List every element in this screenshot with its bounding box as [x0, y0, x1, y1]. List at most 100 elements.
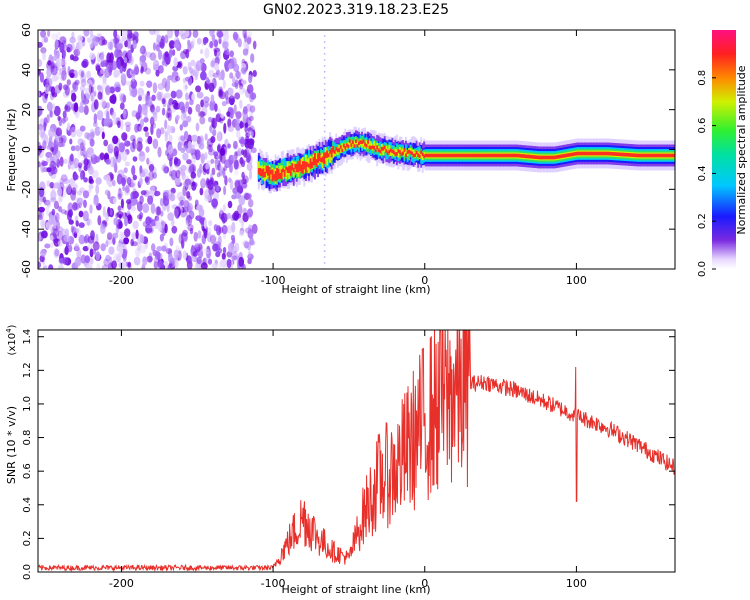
heatmap-cell	[246, 31, 253, 38]
heatmap-cell	[92, 83, 96, 93]
heatmap-cell	[227, 143, 231, 149]
heatmap-cell	[76, 190, 83, 196]
heatmap-cell	[68, 209, 73, 218]
heatmap-cell	[92, 90, 97, 97]
heatmap-cell	[83, 158, 89, 166]
heatmap-cell	[517, 153, 520, 158]
heatmap-cell	[43, 121, 47, 132]
heatmap-cell	[72, 82, 77, 90]
heatmap-cell	[532, 155, 535, 159]
heatmap-cell	[509, 153, 512, 158]
heatmap-cell	[544, 155, 547, 160]
heatmap-cell	[199, 111, 206, 117]
heatmap-cell	[148, 164, 155, 172]
heatmap-cell	[209, 30, 215, 37]
heatmap-cell	[323, 124, 326, 127]
heatmap-cell	[546, 155, 548, 160]
heatmap-cell	[55, 150, 61, 159]
heatmap-cell	[144, 176, 149, 183]
heatmap-cell	[70, 126, 77, 138]
heatmap-cell	[608, 151, 611, 156]
heatmap-cell	[42, 265, 48, 269]
heatmap-cell	[212, 72, 220, 78]
heatmap-cell	[652, 153, 655, 158]
heatmap-cell	[234, 169, 239, 176]
heatmap-cell	[323, 250, 326, 252]
heatmap-cell	[658, 153, 661, 158]
heatmap-cell	[231, 221, 236, 233]
heatmap-cell	[323, 238, 326, 241]
heatmap-cell	[571, 152, 574, 157]
heatmap-cell	[458, 153, 460, 158]
heatmap-cell	[199, 116, 206, 125]
heatmap-cell	[88, 175, 93, 184]
heatmap-cell	[667, 153, 670, 158]
heatmap-cell	[160, 210, 164, 217]
heatmap-cell	[167, 30, 174, 39]
heatmap-cell	[386, 151, 389, 155]
heatmap-cell	[502, 153, 504, 158]
heatmap-cell	[286, 167, 289, 173]
heatmap-cell	[86, 152, 92, 158]
heatmap-cell	[411, 151, 413, 156]
heatmap-cell	[69, 154, 74, 166]
heatmap-cell	[243, 32, 248, 43]
heatmap-cell	[201, 105, 208, 117]
heatmap-cell	[106, 111, 110, 122]
heatmap-cell	[276, 167, 278, 181]
heatmap-cell	[79, 39, 83, 50]
heatmap-cell	[397, 151, 400, 158]
heatmap-cell	[195, 204, 203, 211]
heatmap-cell	[112, 159, 118, 169]
heatmap-cell	[111, 93, 117, 105]
heatmap-cell	[146, 80, 153, 88]
heatmap-cell	[71, 92, 77, 102]
heatmap-cell	[113, 145, 119, 157]
heatmap-cell	[196, 37, 202, 45]
heatmap-cell	[382, 149, 385, 156]
heatmap-cell	[132, 220, 139, 230]
heatmap-cell	[672, 153, 674, 158]
heatmap-cell	[192, 30, 199, 38]
heatmap-cell	[74, 47, 78, 58]
heatmap-cell	[549, 155, 551, 160]
heatmap-cell	[624, 152, 627, 157]
heatmap-cell	[186, 191, 191, 199]
heatmap-cell	[174, 176, 181, 186]
heatmap-cell	[106, 52, 112, 63]
heatmap-cell	[550, 155, 553, 160]
heatmap-cell	[70, 163, 75, 170]
heatmap-cell	[180, 112, 187, 122]
heatmap-cell	[358, 141, 360, 145]
heatmap-cell	[97, 215, 102, 226]
heatmap-cell	[279, 165, 281, 175]
heatmap-cell	[113, 30, 118, 39]
heatmap-cell	[217, 144, 221, 153]
heatmap-cell	[79, 125, 86, 132]
heatmap-cell	[146, 94, 150, 100]
heatmap-cell	[46, 156, 51, 163]
heatmap-cell	[60, 174, 68, 182]
heatmap-cell	[155, 69, 160, 77]
heatmap-cell	[234, 79, 239, 90]
heatmap-cell	[152, 82, 158, 94]
heatmap-cell	[220, 113, 225, 119]
heatmap-cell	[370, 142, 373, 149]
heatmap-cell	[436, 153, 439, 158]
heatmap-cell	[105, 85, 111, 96]
heatmap-cell	[186, 163, 193, 175]
heatmap-cell	[148, 30, 156, 35]
heatmap-cell	[220, 153, 226, 164]
heatmap-cell	[218, 248, 223, 254]
heatmap-cell	[38, 211, 43, 218]
heatmap-cell	[167, 212, 174, 221]
heatmap-cell	[470, 153, 473, 158]
heatmap-cell	[107, 41, 113, 50]
heatmap-cell	[105, 240, 109, 248]
heatmap-cell	[433, 153, 436, 158]
heatmap-cell	[468, 153, 471, 158]
heatmap-cell	[115, 224, 119, 235]
heatmap-cell	[555, 155, 558, 159]
heatmap-cell	[199, 187, 204, 196]
heatmap-cell	[323, 190, 326, 193]
